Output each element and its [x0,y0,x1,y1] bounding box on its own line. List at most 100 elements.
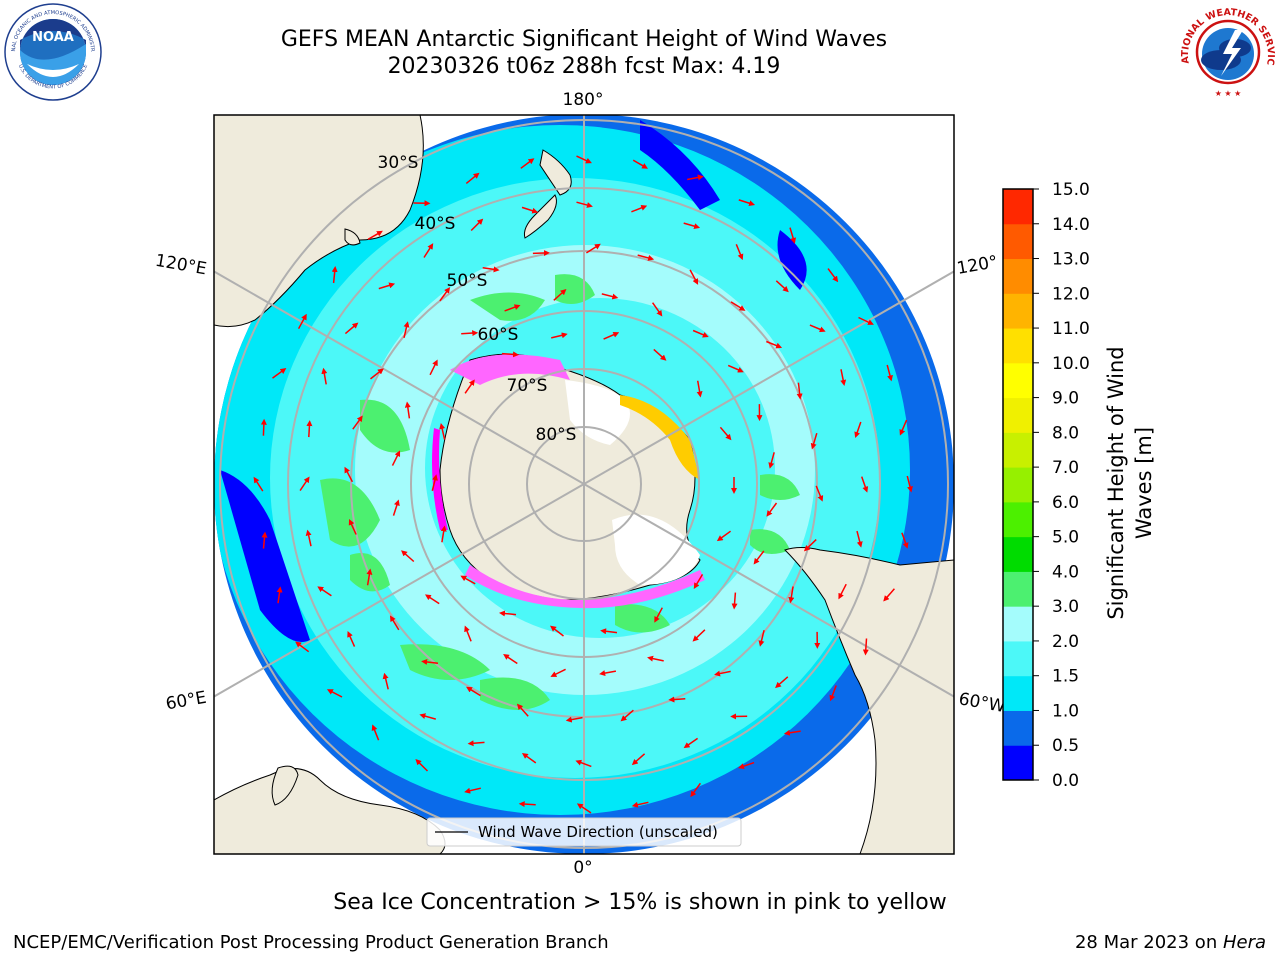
wave-direction-arrow [299,476,310,492]
wave-direction-arrow [692,629,706,642]
colorbar-tick-label: 13.0 [1052,250,1090,270]
legend-box [426,817,742,847]
wave-direction-arrow [719,426,732,441]
wave-direction-arrow [415,758,429,772]
sea-ice-east [620,395,700,480]
noaa-logo-text: NOAA [32,30,74,45]
colorbar-swatch [1003,536,1033,572]
wave-direction-arrow [429,359,438,376]
lat-label-40s: 40°S [415,214,456,234]
wave-direction-arrow [683,222,701,230]
colorbar-swatch [1003,501,1033,538]
wave-direction-arrow [464,379,475,394]
wave-direction-arrow [738,761,755,770]
wave-direction-arrow [550,668,566,677]
wave-direction-arrow [331,266,338,284]
wave-direction-arrow [603,331,620,340]
colorbar-swatch [1003,362,1033,399]
calm-patch-north [640,120,720,210]
meridian-120e [214,270,585,485]
sea-ice-ross-fringe [450,354,570,385]
lat-label-30s: 30°S [378,153,419,173]
wave-direction-arrow [654,607,663,623]
colorbar-tick-label: 1.0 [1052,701,1079,721]
wave-direction-arrow [466,686,481,697]
ice-shelf-weddell [612,514,700,585]
colorbar-swatch [1003,745,1033,781]
wave-direction-arrow [378,282,396,290]
wave-direction-arrow [730,301,746,311]
wave-direction-arrow [260,418,267,436]
wave-direction-arrow [692,329,709,338]
wave-direction-arrow [647,655,664,662]
wave-direction-arrow [631,801,649,808]
calm-patch-west [220,470,310,642]
wave-direction-arrow [883,588,895,602]
wave-direction-arrow [727,364,744,373]
colorbar-frame [1002,188,1034,781]
wave-direction-arrow [753,550,765,565]
wave-direction-arrow [840,369,847,386]
meridian-60e [214,483,585,698]
wave-direction-arrow [321,367,328,385]
colorbar-tick-label: 14.0 [1052,215,1090,235]
legend-label: Wind Wave Direction (unscaled) [478,823,718,841]
new-zealand-south [524,194,557,239]
credit-branch: NCEP/EMC/Verification Post Processing Pr… [13,932,609,953]
wave-direction-arrow [253,476,264,492]
wave-direction-arrow [789,227,797,244]
map-frame [213,114,955,855]
colorbar-tick-label: 8.0 [1052,423,1079,443]
wave-direction-arrow [516,703,529,717]
colorbar-tick-label: 5.0 [1052,528,1079,548]
wave-direction-arrow [326,689,343,698]
wave-direction-arrow [431,474,438,491]
sea-ice-west-fringe [432,428,448,530]
wave-direction-arrow [306,420,313,438]
wave-direction-arrow [716,530,732,542]
high-wave-patches [320,274,800,710]
nws-logo: NATIONAL WEATHER SERVICE ★ ★ ★ [1177,2,1276,100]
wave-direction-arrow [344,466,354,483]
wave-direction-arrow [272,368,287,379]
meridian-120w [583,270,954,485]
madagascar [271,765,299,806]
wave-direction-arrow [899,419,908,436]
lon-label-120w: 120° [955,252,999,279]
colorbar-swatch [1003,189,1033,225]
wave-direction-arrow [838,583,847,600]
wave-direction-arrow [600,628,618,635]
wave-direction-arrow [565,716,583,723]
wave-direction-arrow [632,159,649,169]
wave-direction-arrow [796,382,803,400]
colorbar-swatch [1003,606,1033,642]
colorbar-tick-label: 2.0 [1052,632,1079,652]
wave-direction-arrow [464,787,481,794]
colorbar-tick-label: 9.0 [1052,389,1079,409]
map-legend: Wind Wave Direction (unscaled) [426,817,742,847]
wave-direction-arrow [295,641,310,653]
wave-direction-arrow [467,740,485,747]
wave-direction-arrow [653,348,667,361]
noaa-logo: NOAA NATIONAL OCEANIC AND ATMOSPHERIC AD… [3,2,102,101]
wave-direction-arrow [401,550,415,563]
australia [214,115,424,328]
wave-direction-arrow [576,155,592,164]
wave-direction-arrow [668,696,686,703]
wave-direction-arrow [683,737,699,749]
wave-direction-arrow [520,158,535,169]
sea-ice [432,354,705,609]
wave-direction-arrow [532,250,550,257]
wave-direction-arrow [382,672,389,690]
wave-direction-arrow [421,658,439,665]
wave-direction-arrow [551,332,568,339]
colorbar-swatch [1003,432,1033,468]
south-america [784,547,954,854]
colorbar-swatch [1003,640,1033,677]
wave-direction-arrow [576,803,592,814]
wave-direction-arrow [276,586,283,604]
wave-direction-arrow [687,174,704,181]
colorbar-swatch [1003,571,1033,607]
wave-direction-arrow [906,475,913,493]
wave-direction-arrow [766,502,778,517]
